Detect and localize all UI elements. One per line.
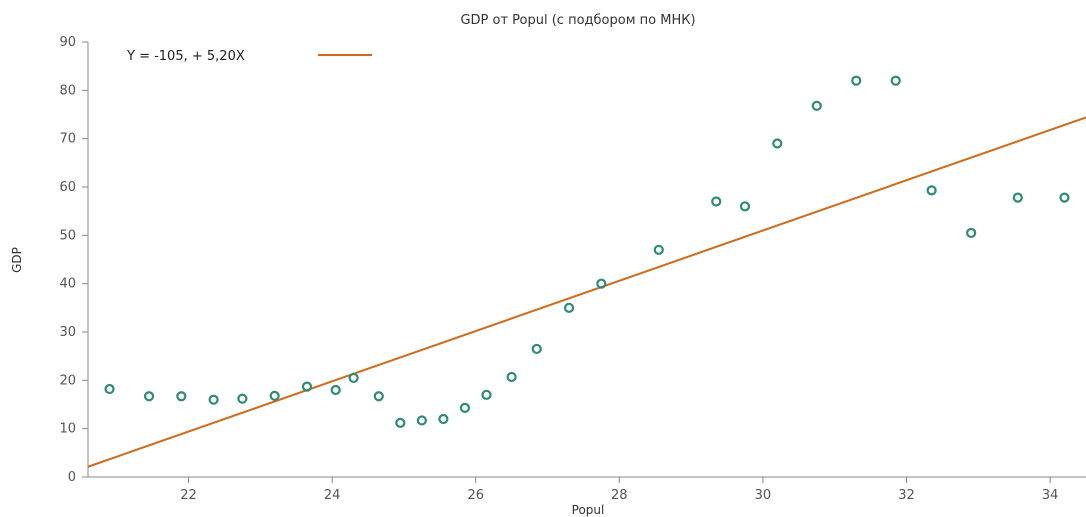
- data-point: [739, 201, 751, 212]
- fit-line-layer: [87, 116, 1086, 468]
- data-point: [373, 391, 384, 402]
- data-point: [416, 415, 427, 426]
- data-point: [711, 196, 722, 207]
- x-tick-label: 28: [611, 488, 628, 503]
- data-point: [1012, 192, 1023, 203]
- y-tick-label: 20: [59, 373, 76, 388]
- y-tick-label: 0: [68, 470, 76, 485]
- x-tick-label: 26: [467, 488, 484, 503]
- data-point: [348, 372, 359, 384]
- x-tick-label: 24: [324, 488, 341, 503]
- data-point: [176, 391, 187, 402]
- data-point: [330, 384, 341, 396]
- data-point: [926, 185, 937, 196]
- y-tick-label: 30: [59, 325, 76, 340]
- data-point: [966, 227, 977, 239]
- legend-label: Y = -105, + 5,20X: [126, 49, 245, 64]
- legend: Y = -105, + 5,20X: [126, 49, 372, 64]
- data-point: [481, 389, 492, 400]
- data-point: [208, 394, 219, 405]
- data-point: [301, 381, 313, 392]
- y-axis-label: GDP: [10, 247, 24, 273]
- y-tick-label: 50: [59, 228, 76, 243]
- chart-title: GDP от Popul (с подбором по МНК): [460, 13, 695, 28]
- fit-line: [87, 116, 1086, 468]
- data-point: [811, 100, 822, 111]
- x-tick-label: 22: [180, 488, 197, 503]
- data-point: [438, 413, 449, 425]
- y-tick-label: 60: [59, 180, 76, 195]
- data-point: [1059, 192, 1070, 203]
- data-point: [653, 244, 664, 255]
- data-point: [851, 75, 862, 86]
- x-tick-label: 30: [755, 488, 772, 503]
- data-point: [459, 402, 471, 413]
- y-tick-label: 90: [59, 35, 76, 50]
- data-point: [506, 371, 517, 383]
- data-point: [563, 302, 575, 313]
- y-tick-label: 80: [59, 83, 76, 98]
- data-point: [237, 393, 248, 404]
- x-tick-label: 32: [898, 488, 915, 503]
- y-tick-label: 70: [59, 132, 76, 147]
- data-point: [531, 343, 542, 355]
- data-point: [269, 390, 280, 401]
- data-point: [143, 391, 155, 402]
- data-point: [395, 417, 406, 428]
- data-point: [772, 138, 783, 149]
- data-point: [596, 278, 607, 289]
- x-axis-label: Popul: [572, 503, 605, 517]
- axes: 0 10 20 30 40 50 60 70 80 90 22 24 26 28 30 32 34: [59, 35, 1086, 503]
- y-tick-label: 40: [59, 277, 76, 292]
- x-tick-label: 34: [1042, 488, 1059, 503]
- data-point: [104, 383, 115, 395]
- y-tick-label: 10: [59, 422, 76, 437]
- data-point: [890, 75, 901, 86]
- data-points: [104, 75, 1070, 428]
